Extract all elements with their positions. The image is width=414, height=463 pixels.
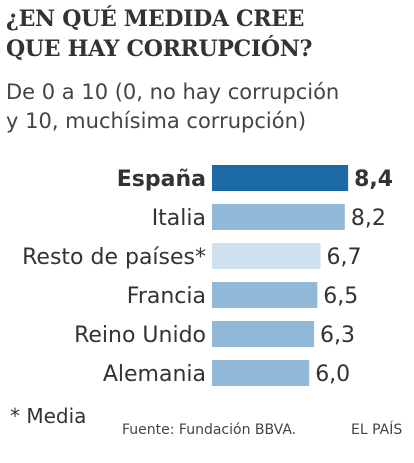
bar-4: [212, 321, 315, 347]
bar-0: [212, 165, 349, 191]
bar-1: [212, 204, 345, 230]
source-credit: Fuente: Fundación BBVA.: [122, 422, 297, 438]
value-label-4: 6,3: [320, 323, 355, 348]
value-label-5: 6,0: [315, 362, 350, 387]
title-line-2: QUE HAY CORRUPCIÓN?: [6, 36, 313, 62]
subtitle-line-1: De 0 a 10 (0, no hay corrupción: [6, 80, 340, 104]
bar-3: [212, 282, 318, 308]
chart-title: ¿EN QUÉ MEDIDA CREE QUE HAY CORRUPCIÓN?: [6, 4, 406, 64]
category-label-5: Alemania: [103, 362, 206, 387]
title-line-1: ¿EN QUÉ MEDIDA CREE: [6, 6, 305, 32]
category-label-3: Francia: [127, 284, 206, 309]
bar-chart: España 8,4 Italia 8,2 Resto de países* 6,7 Fra…: [22, 165, 393, 387]
bar-5: [212, 360, 310, 386]
value-label-0: 8,4: [354, 167, 393, 192]
subtitle-line-2: y 10, muchísima corrupción): [6, 109, 307, 133]
category-label-4: Reino Unido: [74, 323, 206, 348]
chart-subtitle: De 0 a 10 (0, no hay corrupción y 10, mu…: [6, 78, 406, 136]
category-label-1: Italia: [152, 206, 206, 231]
category-label-0: España: [117, 167, 206, 192]
bar-2: [212, 243, 321, 269]
footnote: * Media: [10, 404, 87, 428]
value-label-3: 6,5: [323, 284, 358, 309]
value-label-2: 6,7: [327, 245, 362, 270]
publisher-brand: EL PAÍS: [351, 422, 403, 438]
value-label-1: 8,2: [351, 206, 386, 231]
category-label-2: Resto de países*: [22, 245, 206, 270]
